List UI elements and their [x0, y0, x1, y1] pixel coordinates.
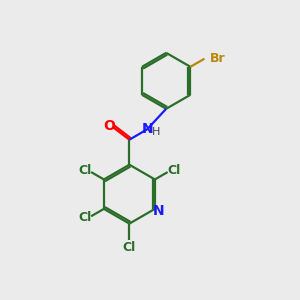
Text: Cl: Cl — [78, 211, 91, 224]
Text: Cl: Cl — [167, 164, 181, 177]
Text: Cl: Cl — [78, 164, 91, 177]
Text: N: N — [153, 204, 164, 218]
Text: N: N — [142, 122, 154, 136]
Text: H: H — [152, 127, 161, 137]
Text: Br: Br — [210, 52, 225, 65]
Text: Cl: Cl — [123, 241, 136, 254]
Text: O: O — [104, 119, 116, 133]
